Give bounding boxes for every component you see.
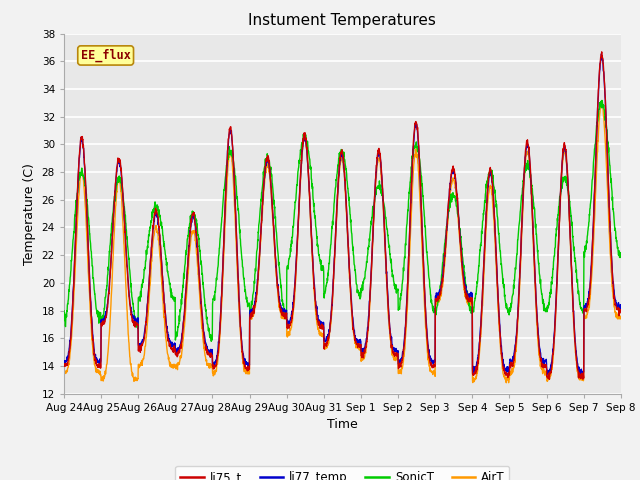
li77_temp [371, 198, 378, 204]
AirT [617, 313, 625, 319]
SonicT [584, 233, 591, 239]
li77_temp [568, 265, 575, 271]
SonicT [568, 222, 575, 228]
li77_temp [584, 299, 591, 304]
Line: AirT: AirT [64, 102, 621, 383]
li75_t [584, 302, 591, 308]
li77_temp [358, 346, 366, 352]
li77_temp [60, 359, 68, 364]
AirT [584, 311, 591, 317]
Line: SonicT: SonicT [64, 100, 621, 341]
li75_t [504, 374, 512, 380]
AirT [60, 370, 68, 375]
Title: Instument Temperatures: Instument Temperatures [248, 13, 436, 28]
SonicT [617, 253, 625, 259]
li75_t [568, 274, 575, 280]
li75_t [216, 336, 223, 342]
AirT [502, 380, 510, 385]
li75_t [598, 49, 605, 55]
SonicT [60, 308, 68, 313]
AirT [371, 204, 378, 210]
SonicT [207, 338, 215, 344]
SonicT [371, 191, 379, 197]
li75_t [617, 310, 625, 315]
AirT [568, 279, 575, 285]
AirT [598, 99, 605, 105]
SonicT [359, 288, 367, 293]
AirT [358, 357, 366, 363]
AirT [504, 374, 512, 380]
SonicT [504, 308, 512, 314]
li77_temp [578, 372, 586, 378]
Line: li77_temp: li77_temp [64, 54, 621, 375]
li75_t [371, 194, 378, 200]
SonicT [598, 97, 606, 103]
Line: li75_t: li75_t [64, 52, 621, 379]
Text: EE_flux: EE_flux [81, 49, 131, 62]
SonicT [216, 245, 223, 251]
li77_temp [216, 333, 223, 338]
li75_t [545, 376, 553, 382]
AirT [216, 342, 223, 348]
X-axis label: Time: Time [327, 418, 358, 431]
Legend: li75_t, li77_temp, SonicT, AirT: li75_t, li77_temp, SonicT, AirT [175, 466, 509, 480]
li75_t [358, 352, 366, 358]
li75_t [60, 362, 68, 368]
li77_temp [504, 369, 512, 375]
li77_temp [617, 304, 625, 310]
Y-axis label: Temperature (C): Temperature (C) [23, 163, 36, 264]
li77_temp [598, 51, 605, 57]
